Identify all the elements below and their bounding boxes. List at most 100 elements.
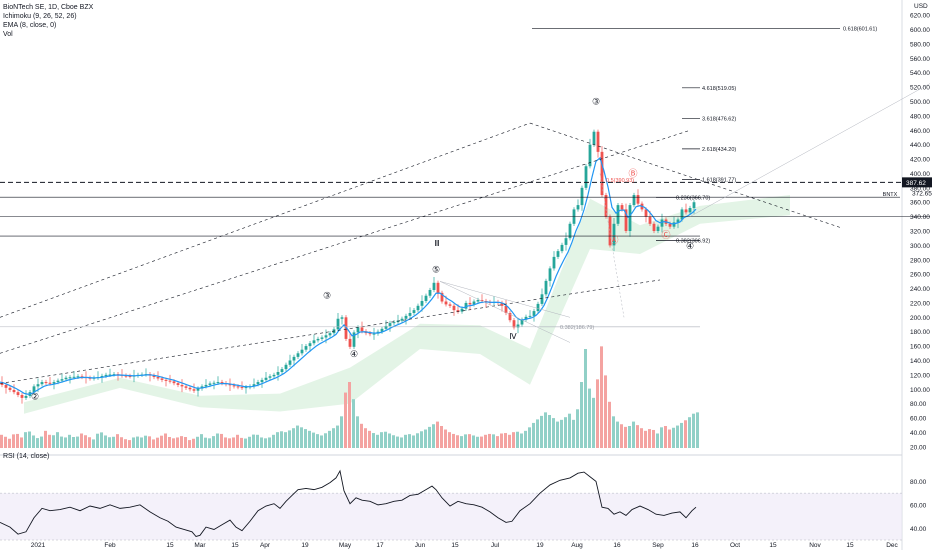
- candle-body: [256, 382, 260, 385]
- currency-label: USD: [914, 3, 928, 10]
- volume-bar: [656, 433, 659, 448]
- time-tick-label: Nov: [809, 542, 821, 549]
- volume-bar: [556, 421, 559, 448]
- volume-bar: [492, 434, 495, 448]
- volume-bar: [372, 433, 375, 448]
- ema-legend[interactable]: EMA (8, close, 0): [3, 22, 57, 29]
- volume-bar: [564, 417, 567, 448]
- candle-body: [100, 375, 104, 378]
- candle-body: [360, 327, 364, 332]
- volume-bar: [436, 421, 439, 448]
- volume-bar: [528, 427, 531, 448]
- volume-bar: [592, 397, 595, 448]
- volume-bar: [184, 437, 187, 448]
- price-tick-label: 260.00: [910, 272, 930, 279]
- candle-body: [232, 385, 236, 387]
- volume-bar: [348, 382, 351, 448]
- time-tick-label: 15: [846, 542, 854, 549]
- time-tick-label: May: [339, 542, 352, 549]
- candle-body: [320, 337, 324, 339]
- volume-bar: [532, 422, 535, 448]
- volume-bar: [224, 437, 227, 448]
- candle-body: [428, 289, 432, 296]
- volume-bar: [604, 375, 607, 448]
- candle-body: [404, 315, 408, 319]
- volume-bar: [316, 434, 319, 448]
- time-tick-label: Dec: [886, 542, 898, 549]
- volume-bar: [496, 436, 499, 448]
- volume-bar: [144, 435, 147, 448]
- volume-bar: [280, 431, 283, 448]
- volume-bar: [688, 417, 691, 448]
- volume-bar: [540, 415, 543, 448]
- volume-bar: [572, 419, 575, 448]
- volume-bar: [24, 432, 27, 448]
- volume-bar: [264, 438, 267, 448]
- fib-level-label: 2.618(434.20): [702, 147, 736, 153]
- symbol-title[interactable]: BioNTech SE, 1D, Cboe BZX: [3, 4, 94, 11]
- volume-bar: [36, 438, 39, 448]
- volume-bar: [320, 435, 323, 448]
- volume-bar: [628, 426, 631, 448]
- time-tick-label: Aug: [571, 542, 583, 549]
- volume-bar: [376, 434, 379, 448]
- candle-body: [32, 386, 36, 393]
- price-tick-label: 60.00: [910, 416, 927, 423]
- candle-body: [544, 280, 548, 295]
- volume-legend[interactable]: Vol: [3, 31, 13, 38]
- price-tick-label: 600.00: [910, 27, 930, 34]
- volume-bar: [116, 434, 119, 448]
- candle-body: [276, 371, 280, 375]
- volume-bar: [508, 434, 511, 448]
- time-tick-label: Oct: [730, 542, 740, 549]
- candle-body: [540, 294, 544, 304]
- wave-label: Ⅲ: [434, 239, 440, 248]
- candle-body: [420, 301, 424, 306]
- volume-bar: [644, 430, 647, 448]
- time-tick-label: 16: [613, 542, 621, 549]
- candle-body: [308, 343, 312, 347]
- volume-bar: [500, 433, 503, 448]
- rsi-legend[interactable]: RSI (14, close): [3, 453, 50, 460]
- candle-body: [584, 166, 588, 188]
- candle-body: [380, 328, 384, 332]
- volume-bar: [152, 439, 155, 448]
- volume-bar: [632, 421, 635, 448]
- volume-bar: [200, 434, 203, 448]
- price-tick-label: 80.00: [910, 401, 927, 408]
- candle-body: [460, 308, 464, 312]
- volume-bar: [448, 432, 451, 448]
- volume-bar: [40, 436, 43, 448]
- candle-body: [304, 346, 308, 350]
- volume-bar: [696, 412, 699, 448]
- price-tick-label: 340.00: [910, 214, 930, 221]
- volume-bar: [356, 416, 359, 448]
- fib-level-label: 3.618(476.62): [702, 116, 736, 122]
- volume-bar: [284, 432, 287, 448]
- ichimoku-legend[interactable]: Ichimoku (9, 26, 52, 26): [3, 13, 77, 20]
- price-tick-label: 140.00: [910, 358, 930, 365]
- time-tick-label: 15: [451, 542, 459, 549]
- volume-bar: [232, 437, 235, 448]
- candle-body: [552, 256, 556, 269]
- volume-bar: [608, 401, 611, 448]
- volume-bar: [172, 438, 175, 448]
- volume-bar: [476, 436, 479, 448]
- volume-bar: [324, 433, 327, 448]
- candle-body: [400, 318, 404, 321]
- candle-body: [316, 338, 320, 341]
- volume-bar: [580, 382, 583, 448]
- candle-body: [228, 384, 232, 386]
- candle-body: [240, 387, 244, 389]
- candle-body: [352, 332, 356, 347]
- volume-bar: [216, 433, 219, 448]
- volume-bar: [244, 438, 247, 448]
- candle-body: [72, 376, 76, 378]
- volume-bar: [0, 434, 3, 448]
- fib-corrective-label: 0.5(390.93): [606, 178, 634, 184]
- volume-bar: [440, 426, 443, 448]
- candle-body: [180, 384, 184, 387]
- candle-body: [292, 356, 296, 361]
